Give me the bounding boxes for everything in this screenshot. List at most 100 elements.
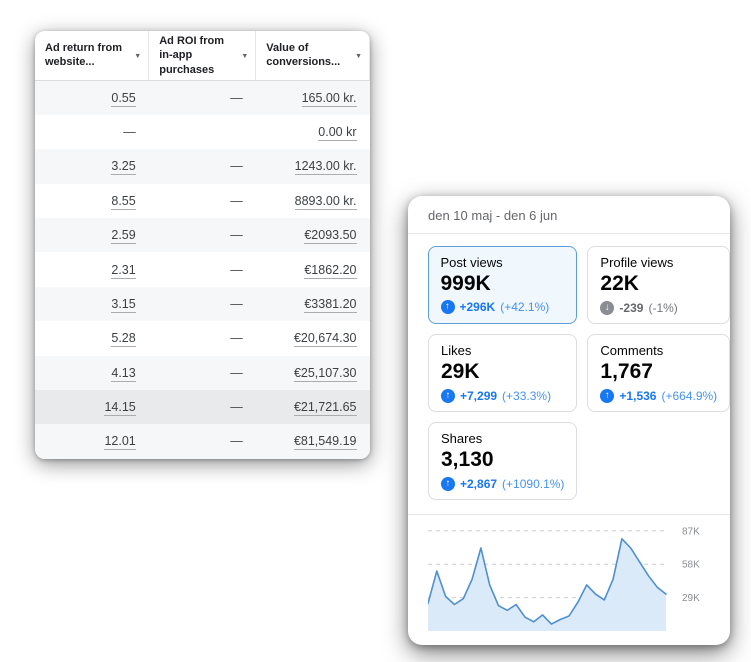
metric-value: 29K [441, 360, 480, 383]
empty-value: — [230, 331, 243, 346]
cell-value[interactable]: €20,674.30 [293, 331, 357, 348]
table-row: — 0.00 kr [35, 115, 370, 149]
metric-label: Likes [441, 343, 472, 358]
cell-value[interactable]: 8.55 [111, 193, 136, 210]
cell-value[interactable]: €81,549.19 [293, 434, 357, 451]
roi-web-cell: 3.25 [35, 149, 149, 184]
arrow-down-circle-icon: ↓ [600, 300, 615, 315]
delta-percent: (+42.1%) [500, 300, 550, 314]
roi-web-cell: 0.55 [35, 80, 149, 115]
conversion-value-cell: 165.00 kr. [255, 80, 370, 115]
conversion-value-cell: 0.00 kr [256, 115, 370, 149]
metric-label: Shares [441, 431, 483, 446]
metric-card-likes[interactable]: Likes 29K ↑ +7,299 (+33.3%) [428, 334, 578, 412]
metric-delta: ↑ +1,536 (+664.9%) [600, 388, 717, 403]
conversion-value-cell: 8893.00 kr. [256, 184, 370, 218]
conversion-value-cell: €2093.50 [255, 217, 370, 253]
conversion-value-cell: €3381.20 [255, 286, 370, 322]
roi-app-cell: — [149, 184, 256, 218]
metric-card-shares[interactable]: Shares 3,130 ↑ +2,867 (+1090.1%) [428, 422, 578, 500]
cell-value[interactable]: 165.00 kr. [301, 90, 357, 107]
table-row: 8.55 — 8893.00 kr. [35, 184, 370, 218]
empty-value: — [230, 296, 243, 311]
empty-value: — [230, 159, 243, 174]
y-axis-tick: 29K [682, 593, 700, 604]
metric-label: Post views [440, 254, 503, 270]
roi-web-cell: 2.59 [35, 217, 149, 253]
metric-delta: ↑ +7,299 (+33.3%) [441, 388, 564, 403]
table-row: 3.15 — €3381.20 [35, 286, 370, 322]
roi-web-cell: 8.55 [35, 184, 149, 218]
delta-amount: +296K [459, 300, 496, 314]
arrow-up-circle-icon: ↑ [441, 388, 455, 403]
column-header-label: Value of conversions... [266, 42, 341, 69]
divider [408, 514, 730, 515]
cell-value[interactable]: 3.15 [111, 296, 136, 313]
cell-value[interactable]: 0.55 [111, 90, 136, 107]
cell-value[interactable]: €3381.20 [304, 296, 357, 313]
arrow-up-circle-icon: ↑ [441, 476, 455, 491]
delta-percent: (+33.3%) [502, 388, 552, 403]
cell-value[interactable]: 8893.00 kr. [294, 193, 357, 210]
column-header-roi_app[interactable]: Ad ROI from in-app purchases ▼ [148, 31, 257, 81]
cell-value[interactable]: 0.00 kr [318, 124, 357, 141]
empty-value: — [230, 365, 243, 380]
cell-value[interactable]: 2.59 [111, 228, 136, 245]
delta-percent: (-1%) [648, 300, 678, 315]
metric-delta: ↑ +296K (+42.1%) [440, 300, 565, 315]
empty-value: — [230, 90, 243, 105]
column-header-roi_web[interactable]: Ad return from website... ▼ [35, 31, 150, 81]
roi-app-cell: — [149, 321, 256, 355]
cell-value[interactable]: 1243.00 kr. [294, 159, 357, 176]
date-range-label: den 10 maj - den 6 jun [428, 208, 558, 223]
cell-value[interactable]: €1862.20 [304, 262, 357, 279]
chevron-down-icon: ▼ [355, 52, 362, 60]
arrow-up-circle-icon: ↑ [600, 388, 615, 403]
conversion-value-cell: €20,674.30 [256, 321, 370, 355]
trend-chart: 87K 58K 29K [408, 515, 730, 645]
table-row: 5.28 — €20,674.30 [35, 321, 370, 355]
roi-app-cell: — [149, 252, 256, 286]
metric-card-profile-views[interactable]: Profile views 22K ↓ -239 (-1%) [587, 246, 730, 324]
chevron-down-icon: ▼ [134, 52, 142, 60]
metrics-grid: Post views 999K ↑ +296K (+42.1%) Profile view… [408, 234, 730, 514]
roi-web-cell: — [35, 115, 149, 149]
cell-value[interactable]: €2093.50 [304, 228, 357, 245]
divider [408, 233, 730, 234]
metric-delta: ↓ -239 (-1%) [600, 300, 717, 315]
conversion-value-cell: €81,549.19 [255, 424, 370, 459]
metric-card-comments[interactable]: Comments 1,767 ↑ +1,536 (+664.9%) [587, 334, 730, 412]
roi-app-cell: — [148, 389, 256, 425]
column-header-value[interactable]: Value of conversions... ▼ [255, 31, 370, 81]
cell-value[interactable]: €21,721.65 [293, 400, 357, 417]
roi-web-cell: 4.13 [35, 355, 149, 390]
cell-value[interactable]: 5.28 [111, 331, 136, 348]
roi-web-cell: 12.01 [35, 424, 149, 459]
table-header-row: Ad return from website... ▼ Ad ROI from in… [35, 31, 370, 81]
metric-delta: ↑ +2,867 (+1090.1%) [441, 476, 564, 491]
cell-value[interactable]: 14.15 [104, 400, 136, 417]
table-row: 14.15 — €21,721.65 [35, 389, 370, 425]
area-chart: 87K 58K 29K [428, 526, 700, 631]
cell-value[interactable]: 12.01 [104, 434, 136, 451]
table-row: 12.01 — €81,549.19 [35, 424, 370, 459]
roi-app-cell: — [148, 286, 256, 322]
cell-value[interactable]: 2.31 [111, 262, 136, 279]
metric-card-post-views[interactable]: Post views 999K ↑ +296K (+42.1%) [428, 246, 578, 324]
roi-web-cell: 14.15 [35, 389, 149, 425]
social-insights-panel: den 10 maj - den 6 jun Post views 999K ↑ +2… [408, 196, 730, 645]
table-row: 3.25 — 1243.00 kr. [35, 149, 370, 184]
column-header-label: Ad ROI from in-app purchases [159, 35, 224, 76]
area-fill [428, 538, 666, 631]
cell-value[interactable]: €25,107.30 [293, 365, 357, 382]
delta-amount: +2,867 [460, 476, 498, 491]
cell-value[interactable]: 3.25 [111, 159, 136, 176]
column-header-label: Ad return from website... [45, 42, 122, 69]
conversion-value-cell: €25,107.30 [255, 355, 370, 390]
roi-app-cell: — [148, 355, 256, 390]
empty-value: — [230, 262, 243, 277]
empty-value: — [230, 400, 243, 415]
metric-value: 22K [600, 272, 639, 295]
delta-percent: (+664.9%) [661, 388, 718, 403]
cell-value[interactable]: 4.13 [111, 365, 136, 382]
